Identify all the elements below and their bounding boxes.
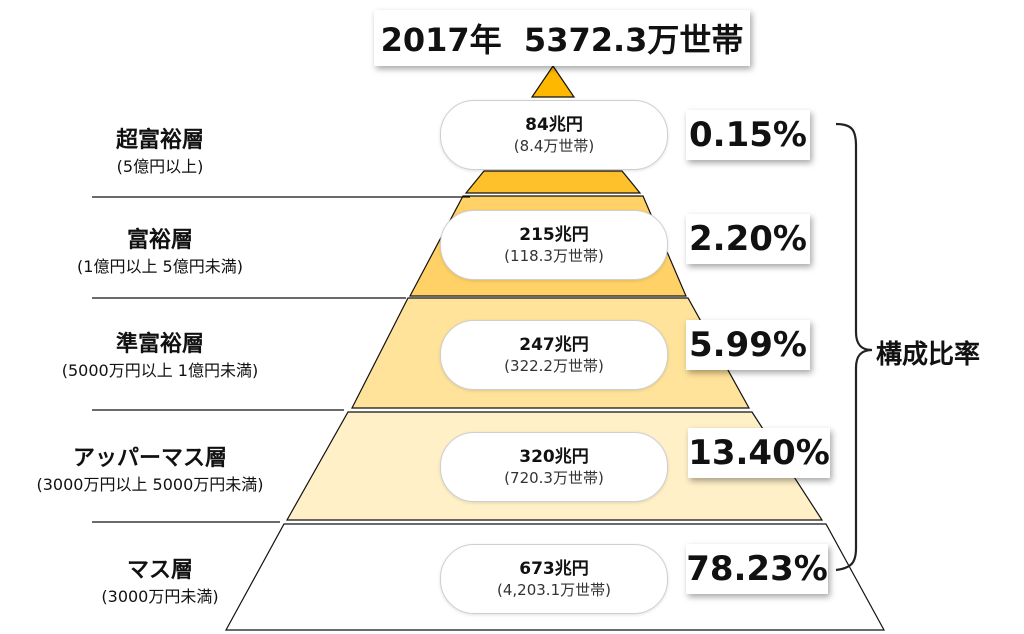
tier-name: 超富裕層 (115, 128, 204, 153)
tier-label-semi-wealthy: 準富裕層 (5000万円以上 1億円未満) (10, 330, 310, 382)
tier-households: (118.3万世帯) (504, 246, 604, 265)
tier-label-mass: マス層 (3000万円未満) (60, 556, 260, 608)
tier-amount: 247兆円 (519, 334, 589, 355)
tier-amount: 673兆円 (519, 558, 589, 579)
tier-name: アッパーマス層 (72, 446, 227, 471)
tier-percent-box: 0.15% (686, 110, 810, 160)
tier-name: 富裕層 (126, 228, 193, 253)
tier-percent-box: 5.99% (686, 320, 810, 370)
tier-range: (5000万円以上 1億円未満) (61, 361, 259, 380)
tier-households: (4,203.1万世帯) (497, 580, 611, 599)
tier-label-super-wealthy: 超富裕層 (5億円以上) (60, 126, 260, 178)
title-box: 2017年 5372.3万世帯 (374, 10, 750, 66)
tier-range: (1億円以上 5億円未満) (77, 257, 243, 276)
tier-households: (720.3万世帯) (504, 468, 604, 487)
pyramid-apex (530, 64, 576, 98)
tier-name: 準富裕層 (115, 332, 204, 357)
tier-range: (3000万円以上 5000万円未満) (36, 475, 264, 494)
tier-value-pill: 673兆円 (4,203.1万世帯) (440, 544, 668, 614)
tier-percent-box: 2.20% (686, 214, 810, 264)
tier-value-pill: 215兆円 (118.3万世帯) (440, 210, 668, 280)
tier-amount: 320兆円 (519, 446, 589, 467)
tier-range: (5億円以上) (116, 157, 204, 176)
tier-super-wealthy-band (464, 170, 642, 194)
ratio-brace (835, 122, 873, 572)
tier-value-pill: 320兆円 (720.3万世帯) (440, 432, 668, 502)
composition-ratio-label: 構成比率 (876, 340, 981, 370)
tier-percent-box: 78.23% (686, 544, 828, 594)
tier-name: マス層 (126, 558, 193, 583)
tier-amount: 84兆円 (525, 114, 583, 135)
tier-value-pill: 247兆円 (322.2万世帯) (440, 320, 668, 390)
tier-households: (8.4万世帯) (513, 136, 595, 155)
tier-amount: 215兆円 (519, 224, 589, 245)
tier-label-wealthy: 富裕層 (1億円以上 5億円未満) (20, 226, 300, 278)
tier-percent-box: 13.40% (688, 428, 830, 478)
tier-households: (322.2万世帯) (504, 356, 604, 375)
tier-value-pill: 84兆円 (8.4万世帯) (440, 100, 668, 170)
tier-label-upper-mass: アッパーマス層 (3000万円以上 5000万円未満) (0, 444, 300, 496)
tier-range: (3000万円未満) (101, 587, 219, 606)
